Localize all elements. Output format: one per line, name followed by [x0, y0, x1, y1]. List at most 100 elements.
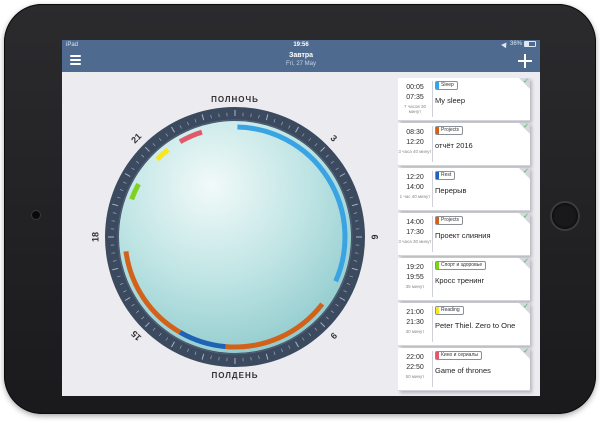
- checkmark-icon[interactable]: ✓: [523, 348, 529, 355]
- event-category-label: Sleep: [441, 82, 454, 88]
- activity-arc-3[interactable]: [178, 330, 226, 350]
- event-duration: 1 час 40 минут: [399, 194, 431, 199]
- dial-tick: [320, 322, 326, 328]
- dial-tick: [179, 125, 182, 129]
- event-category-label: Reading: [441, 307, 460, 313]
- dial-tick: [123, 290, 127, 293]
- dial-tick: [144, 146, 150, 152]
- dial-tick: [325, 154, 329, 158]
- event-end-time: 07:35: [406, 94, 424, 101]
- activity-arc-5[interactable]: [129, 182, 141, 201]
- event-duration: 3 часа 30 минут: [398, 239, 432, 244]
- plus-icon[interactable]: [518, 54, 532, 68]
- midnight-label: ПОЛНОЧЬ: [211, 95, 259, 104]
- hour-labels: 3 6 9 15 18 21: [90, 131, 379, 343]
- category-color-swatch: [436, 352, 439, 359]
- event-start-time: 12:20: [406, 174, 424, 181]
- hamburger-menu-icon[interactable]: [70, 54, 81, 67]
- dial-tick: [295, 341, 299, 348]
- event-duration: 50 минут: [405, 374, 425, 379]
- hour-label: 18: [90, 232, 100, 242]
- checkmark-icon[interactable]: ✓: [523, 123, 529, 130]
- event-times: 00:05 07:35 7 часов 30 минут: [398, 78, 432, 120]
- dial-tick: [158, 138, 162, 142]
- event-card[interactable]: 08:30 12:20 3 часа 40 минут Projects отчёт 2…: [398, 123, 530, 166]
- event-divider: [432, 216, 433, 252]
- event-start-time: 00:05: [406, 84, 424, 91]
- checkmark-icon[interactable]: ✓: [523, 168, 529, 175]
- activity-arc-1[interactable]: [237, 124, 348, 283]
- event-title: Game of thrones: [435, 366, 491, 375]
- dial-tick: [210, 355, 212, 360]
- event-category-label: Projects: [441, 127, 460, 133]
- dial-tick: [131, 167, 135, 171]
- dial-tick: [144, 322, 150, 328]
- checkmark-icon[interactable]: ✓: [523, 258, 529, 265]
- hour-label: 15: [129, 329, 143, 343]
- dial-tick: [179, 345, 182, 349]
- event-times: 22:00 22:50 50 минут: [398, 348, 432, 390]
- dial-tick: [308, 138, 312, 142]
- dial-tick: [141, 316, 145, 320]
- activity-arc-4[interactable]: [123, 251, 182, 335]
- checkmark-icon[interactable]: ✓: [523, 78, 529, 85]
- dial-tick: [343, 181, 347, 184]
- event-duration: 3 часа 40 минут: [398, 149, 432, 154]
- event-card[interactable]: 14:00 17:30 3 часа 30 минут Projects Проект …: [398, 213, 530, 256]
- dial-tick: [165, 337, 169, 341]
- dial-tick: [353, 212, 358, 214]
- dial-tick: [273, 351, 276, 355]
- event-end-time: 14:00: [406, 184, 424, 191]
- dial-tick: [117, 275, 121, 278]
- dial-tick: [131, 303, 135, 307]
- dial-tick: [112, 212, 117, 214]
- event-start-time: 08:30: [406, 129, 424, 136]
- dial-tick: [265, 353, 269, 360]
- dial-ticks: [108, 110, 362, 364]
- event-category-tag: Projects: [435, 216, 464, 225]
- dial-tick: [210, 114, 212, 119]
- event-divider: [432, 306, 433, 342]
- status-bar: iPad 19:56 36%: [62, 40, 540, 50]
- dial-tick: [171, 126, 175, 133]
- event-list[interactable]: 00:05 07:35 7 часов 30 минут Sleep My sleep ✓…: [398, 78, 540, 396]
- event-divider: [432, 351, 433, 387]
- dial-tick: [273, 119, 276, 123]
- event-title: Проект слияния: [435, 231, 491, 240]
- activity-arc-2[interactable]: [225, 302, 325, 350]
- activity-arc-7[interactable]: [178, 129, 203, 144]
- checkmark-icon[interactable]: ✓: [523, 303, 529, 310]
- event-card[interactable]: 22:00 22:50 50 минут Кино и сериалы Game of …: [398, 348, 530, 391]
- dial-tick: [152, 327, 156, 331]
- folded-corner: [519, 348, 530, 359]
- event-card[interactable]: 00:05 07:35 7 часов 30 минут Sleep My sleep ✓: [398, 78, 530, 121]
- checkmark-icon[interactable]: ✓: [523, 213, 529, 220]
- dial-tick: [158, 332, 162, 336]
- activity-arc-6[interactable]: [155, 147, 170, 162]
- dial-tick: [194, 351, 197, 355]
- dial-tick: [335, 303, 339, 307]
- folded-corner: [519, 123, 530, 134]
- folded-corner: [519, 78, 530, 89]
- event-category-tag: Спорт и здоровье: [435, 261, 487, 270]
- dial-tick: [165, 133, 169, 137]
- event-end-time: 21:30: [406, 319, 424, 326]
- dial-tick: [335, 167, 339, 171]
- event-times: 21:00 21:30 30 минут: [398, 303, 432, 345]
- event-card[interactable]: 12:20 14:00 1 час 40 минут Rest Перерыв ✓: [398, 168, 530, 211]
- hour-label: 3: [328, 133, 339, 144]
- event-start-time: 19:20: [406, 264, 424, 271]
- day-clock-dial[interactable]: ПОЛНОЧЬ ПОЛДЕНЬ 3 6 9 15 18 21: [90, 92, 380, 382]
- event-times: 14:00 17:30 3 часа 30 минут: [398, 213, 432, 255]
- status-indicators: 36%: [501, 40, 536, 48]
- event-category-tag: Rest: [435, 171, 456, 180]
- battery-percent: 36%: [509, 41, 522, 47]
- event-card[interactable]: 21:00 21:30 30 минут Reading Peter Thiel. Ze…: [398, 303, 530, 346]
- event-divider: [432, 126, 433, 162]
- home-button[interactable]: [552, 203, 578, 229]
- event-card[interactable]: 19:20 19:55 35 минут Спорт и здоровье Кросс …: [398, 258, 530, 301]
- dial-tick: [187, 348, 189, 353]
- category-color-swatch: [436, 217, 439, 224]
- dial-tick: [136, 160, 140, 164]
- event-category-tag: Sleep: [435, 81, 458, 90]
